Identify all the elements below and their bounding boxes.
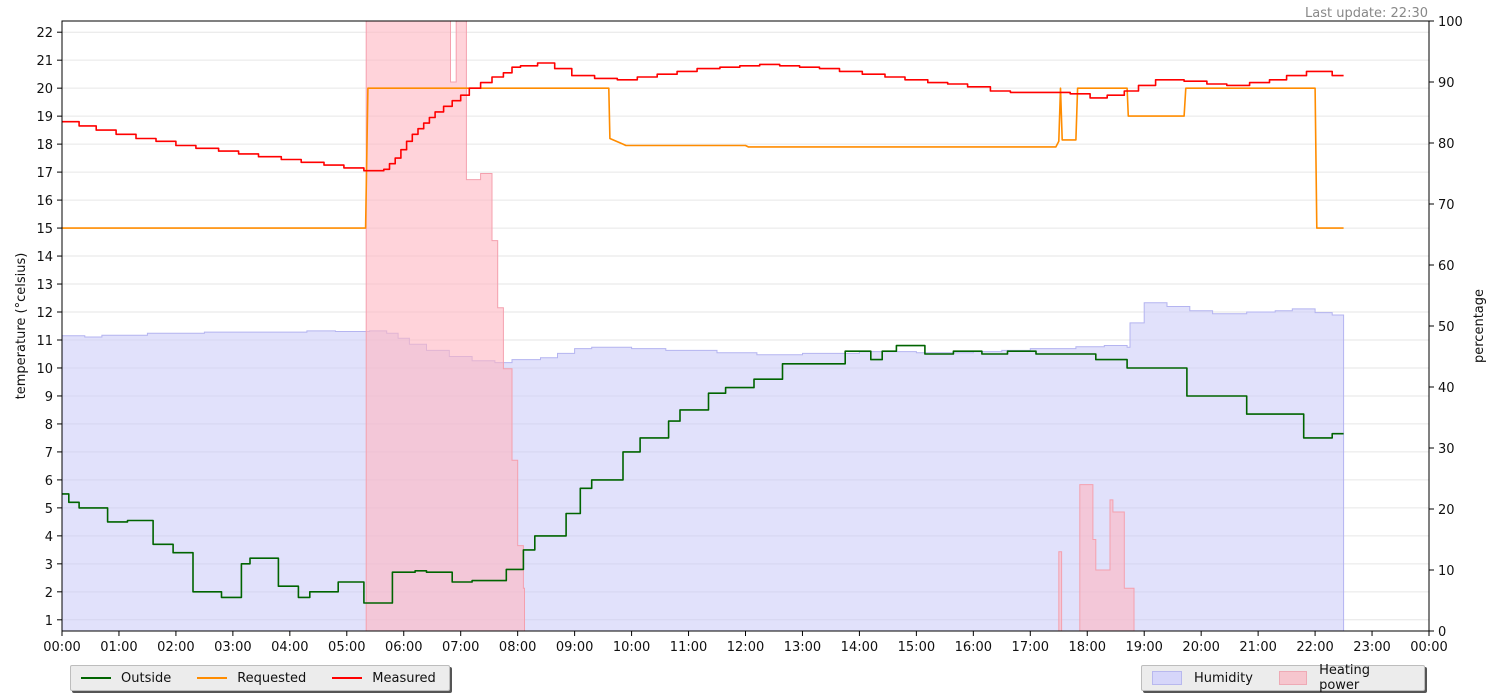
right-tick-label: 80: [1438, 137, 1455, 152]
x-axis: 00:00 01:00 02:00 03:00 04:00 05:00 06:00 07:00…: [43, 631, 1448, 655]
legend-temperature: Outside Requested Measured: [70, 665, 450, 691]
right-axis-title: percentage: [1472, 289, 1487, 363]
left-tick-label: 22: [36, 26, 53, 41]
legend-swatch-requested: [197, 677, 228, 679]
x-tick-label: 19:00: [1125, 640, 1162, 655]
left-tick-label: 1: [45, 614, 53, 629]
x-tick-label: 10:00: [613, 640, 650, 655]
x-tick-label: 07:00: [442, 640, 479, 655]
legend-swatch-outside: [81, 677, 111, 679]
right-tick-label: 20: [1438, 503, 1455, 518]
left-tick-label: 13: [36, 278, 53, 293]
x-tick-label: 09:00: [556, 640, 593, 655]
x-tick-label: 02:00: [157, 640, 194, 655]
legend-item-humidity: Humidity: [1152, 671, 1253, 686]
left-tick-label: 17: [36, 166, 53, 181]
left-tick-label: 2: [45, 586, 53, 601]
legend-item-measured: Measured: [332, 671, 436, 686]
right-tick-label: 60: [1438, 259, 1455, 274]
x-tick-label: 03:00: [214, 640, 251, 655]
legend-percentage: Humidity Heating power: [1141, 663, 1425, 693]
legend-item-requested: Requested: [197, 671, 306, 686]
legend-label-requested: Requested: [237, 670, 307, 686]
x-tick-label: 13:00: [784, 640, 821, 655]
x-tick-label: 00:00: [43, 640, 80, 655]
legend-swatch-heating-power: [1278, 671, 1308, 685]
x-tick-label: 21:00: [1239, 640, 1276, 655]
line-series: [62, 62, 1344, 604]
legend-swatch-humidity: [1152, 671, 1182, 685]
x-tick-label: 11:00: [670, 640, 707, 655]
x-tick-label: 16:00: [955, 640, 992, 655]
x-tick-label: 00:00: [1410, 640, 1447, 655]
right-tick-label: 90: [1438, 76, 1455, 91]
right-y-axis: 0 10 20 30 40 50 60 70 80 90 100: [1429, 15, 1463, 640]
series-line-measured: [62, 62, 1344, 172]
left-tick-label: 8: [45, 418, 53, 433]
legend-label-measured: Measured: [372, 670, 436, 686]
legend-label-humidity: Humidity: [1194, 670, 1253, 686]
left-tick-label: 4: [45, 530, 53, 545]
legend-label-heating-power: Heating power: [1319, 663, 1371, 693]
left-tick-label: 9: [45, 390, 53, 405]
left-tick-label: 15: [36, 222, 53, 237]
last-update-label: Last update: 22:30: [1305, 6, 1428, 21]
x-tick-label: 18:00: [1069, 640, 1106, 655]
series-line-outside: [62, 344, 1344, 604]
right-tick-label: 50: [1438, 320, 1455, 335]
series-line-requested: [62, 87, 1344, 229]
x-tick-label: 14:00: [841, 640, 878, 655]
x-tick-label: 20:00: [1182, 640, 1219, 655]
x-tick-label: 22:00: [1296, 640, 1333, 655]
left-tick-label: 20: [36, 82, 53, 97]
left-tick-label: 7: [45, 446, 53, 461]
left-tick-label: 6: [45, 474, 53, 489]
right-tick-label: 100: [1438, 15, 1463, 30]
x-tick-label: 23:00: [1353, 640, 1390, 655]
legend-item-outside: Outside: [81, 671, 171, 686]
x-tick-label: 08:00: [499, 640, 536, 655]
left-tick-label: 10: [36, 362, 53, 377]
left-tick-label: 5: [45, 502, 53, 517]
right-tick-label: 30: [1438, 442, 1455, 457]
left-tick-label: 11: [36, 334, 53, 349]
legend-item-heating-power: Heating power: [1278, 663, 1408, 693]
area-series: [61, 20, 1345, 632]
left-tick-label: 21: [36, 54, 53, 69]
left-tick-label: 18: [36, 138, 53, 153]
right-tick-label: 70: [1438, 198, 1455, 213]
x-tick-label: 01:00: [100, 640, 137, 655]
x-tick-label: 04:00: [271, 640, 308, 655]
x-tick-label: 06:00: [385, 640, 422, 655]
x-tick-label: 12:00: [727, 640, 764, 655]
left-tick-label: 14: [36, 250, 53, 265]
x-tick-label: 15:00: [898, 640, 935, 655]
left-tick-label: 12: [36, 306, 53, 321]
left-axis-title: temperature (°celsius): [14, 253, 29, 400]
right-tick-label: 10: [1438, 564, 1455, 579]
legend-swatch-measured: [332, 677, 363, 679]
series-area-humidity: [61, 302, 1345, 632]
right-tick-label: 40: [1438, 381, 1455, 396]
left-tick-label: 19: [36, 110, 53, 125]
left-tick-label: 16: [36, 194, 53, 209]
legend-label-outside: Outside: [121, 670, 172, 686]
x-tick-label: 17:00: [1012, 640, 1049, 655]
x-tick-label: 05:00: [328, 640, 365, 655]
right-tick-label: 0: [1438, 625, 1446, 640]
left-tick-label: 3: [45, 558, 53, 573]
